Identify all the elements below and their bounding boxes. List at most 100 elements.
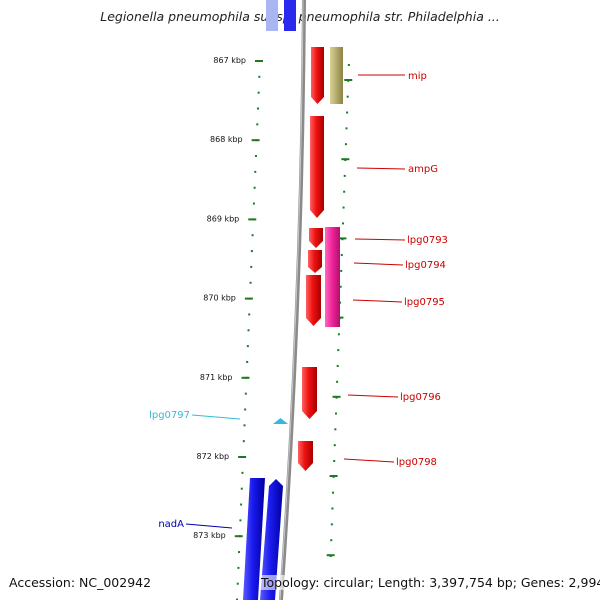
scale-major-tick <box>248 218 257 221</box>
scale-dot <box>347 64 350 66</box>
scale-dot <box>244 392 247 395</box>
scale-dot <box>254 155 257 158</box>
scale-dot <box>333 444 336 447</box>
scale-ruler-right <box>326 64 353 558</box>
gene-lpg0793[interactable] <box>309 228 323 248</box>
gene-mip-olive[interactable] <box>330 47 343 104</box>
scale-dot <box>236 582 239 585</box>
scale-tick-label: 871 kbp <box>200 373 233 382</box>
scale-dot <box>342 206 345 209</box>
scale-dot <box>340 269 343 272</box>
scale-tick-label: 872 kbp <box>197 452 230 461</box>
gene-stub-top-right[interactable] <box>284 0 296 31</box>
scale-dot <box>330 539 333 542</box>
accession-text: Accession: NC_002942 <box>9 575 152 590</box>
scale-dot <box>257 91 260 94</box>
scale-dot <box>331 507 334 510</box>
scale-major-tick <box>255 60 263 62</box>
scale-dot <box>252 202 255 205</box>
scale-dot <box>256 107 259 110</box>
gene-lpg0795-pink[interactable] <box>325 227 340 327</box>
scale-major-tick <box>344 79 353 81</box>
scale-dot <box>239 519 242 522</box>
scale-major-tick <box>329 475 338 477</box>
gene-lpg0795[interactable] <box>306 275 321 326</box>
scale-dot <box>334 428 337 431</box>
scale-dot <box>243 424 246 427</box>
gene-mip[interactable] <box>311 47 324 104</box>
gene-nadA-left[interactable] <box>243 478 265 600</box>
scale-major-tick <box>234 535 243 538</box>
genome-backbone-highlight <box>279 0 304 600</box>
scale-dot <box>238 551 241 554</box>
scale-dot <box>251 234 254 237</box>
scale-dot <box>339 301 342 304</box>
gene-stub-top-left[interactable] <box>266 0 278 31</box>
scale-dot <box>237 566 240 569</box>
scale-dot <box>330 523 333 526</box>
label-lpg0798[interactable]: lpg0798 <box>396 457 437 468</box>
gene-nadA-right[interactable] <box>260 479 283 600</box>
gene-ampG[interactable] <box>310 116 324 218</box>
scale-dot <box>240 503 243 506</box>
scale-tick-label: 870 kbp <box>203 294 236 303</box>
label-lpg0793[interactable]: lpg0793 <box>407 235 448 246</box>
gene-lpg0794[interactable] <box>308 250 322 273</box>
label-lpg0795[interactable]: lpg0795 <box>404 297 445 308</box>
gene-label-leaders <box>185 74 406 529</box>
scale-dot <box>334 412 337 415</box>
scale-dot <box>244 408 247 411</box>
label-mip[interactable]: mip <box>408 71 427 82</box>
genome-summary-text: Topology: circular; Length: 3,397,754 bp… <box>261 575 600 590</box>
map-title: Legionella pneumophila subsp. pneumophil… <box>100 9 500 24</box>
scale-dot <box>337 333 340 336</box>
label-lpg0797[interactable]: lpg0797 <box>149 410 190 421</box>
scale-dot <box>337 349 340 352</box>
scale-dot <box>247 329 250 332</box>
scale-tick-label: 869 kbp <box>207 214 240 223</box>
label-lpg0794[interactable]: lpg0794 <box>405 260 446 271</box>
scale-dot <box>249 281 252 284</box>
scale-major-tick <box>326 554 335 557</box>
scale-dot <box>253 186 256 189</box>
scale-dot <box>248 313 251 316</box>
scale-major-tick <box>338 237 347 240</box>
scale-major-tick <box>244 297 253 300</box>
genome-backbone <box>279 0 306 600</box>
scale-ruler-left <box>234 60 263 600</box>
gene-lpg0796[interactable] <box>302 367 317 419</box>
scale-dot <box>346 95 349 98</box>
scale-dot <box>340 254 343 257</box>
scale-dot <box>250 265 253 268</box>
scale-dot <box>254 170 257 173</box>
scale-dot <box>336 364 339 367</box>
scale-major-tick <box>251 139 260 142</box>
scale-dot <box>343 174 346 177</box>
label-ampG[interactable]: ampG <box>408 164 438 175</box>
scale-dot <box>345 127 348 130</box>
scale-dot <box>346 111 349 114</box>
scale-dot <box>236 598 239 600</box>
scale-dot <box>332 491 335 494</box>
scale-dot <box>336 380 339 383</box>
gene-lpg0797[interactable] <box>273 418 288 424</box>
gene-lpg0798[interactable] <box>298 441 313 471</box>
scale-dot <box>246 360 249 363</box>
scale-tick-label: 868 kbp <box>210 135 243 144</box>
scale-dot <box>242 440 245 443</box>
scale-dot <box>258 75 261 78</box>
scale-major-tick <box>241 376 250 379</box>
label-lpg0796[interactable]: lpg0796 <box>400 392 441 403</box>
scale-dot <box>240 487 243 490</box>
scale-dot <box>246 345 249 348</box>
scale-major-tick <box>332 395 341 398</box>
scale-major-tick <box>341 158 350 161</box>
scale-tick-label: 867 kbp <box>213 56 246 65</box>
scale-dot <box>339 285 342 288</box>
scale-tick-labels: 867 kbp 868 kbp 869 kbp 870 kbp 871 kbp 872 k… <box>193 56 246 540</box>
scale-dot <box>256 123 259 126</box>
scale-dot <box>241 471 244 474</box>
scale-dot <box>344 143 347 146</box>
label-nadA[interactable]: nadA <box>158 519 184 530</box>
